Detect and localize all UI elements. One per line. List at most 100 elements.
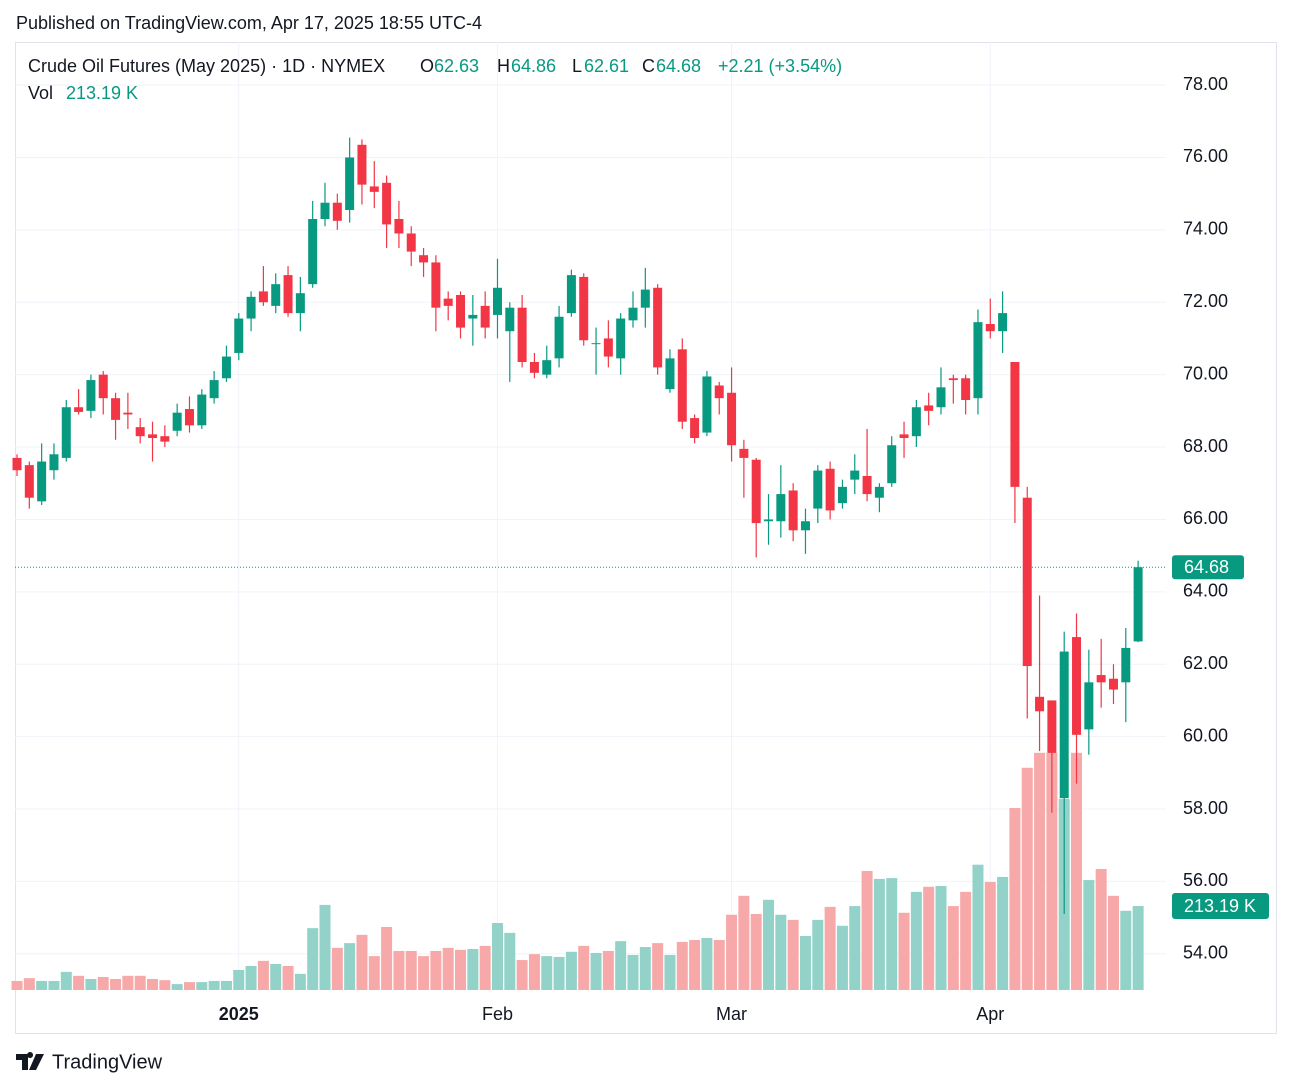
volume-bar <box>455 949 467 990</box>
volume-bar <box>923 886 935 990</box>
volume-bar <box>97 976 109 990</box>
candle-body <box>566 275 576 314</box>
volume-bar <box>738 895 750 990</box>
low: 62.61 <box>584 56 629 76</box>
candle-body <box>505 307 515 332</box>
candle-body <box>1047 700 1057 753</box>
volume-bar <box>208 980 220 990</box>
candle-body <box>197 394 207 426</box>
published: Published on TradingView.com, Apr 17, 20… <box>16 13 482 33</box>
volume-bar <box>294 973 306 990</box>
volume-bar <box>960 891 972 990</box>
candle-body <box>24 465 34 498</box>
candle-body <box>579 276 589 341</box>
last-price-label: 64.68 <box>1184 557 1229 577</box>
volume-bar <box>935 885 947 990</box>
vol-label: 213.19 K <box>1184 896 1256 916</box>
volume-bar <box>257 960 269 990</box>
volume-bar <box>1132 906 1144 990</box>
y-tick-label: 68.00 <box>1183 436 1228 456</box>
candle-body <box>665 358 675 390</box>
volume-bar <box>590 952 602 990</box>
candle-body <box>948 378 958 381</box>
candle-body <box>172 412 182 431</box>
x-tick-label: Apr <box>976 1004 1004 1024</box>
volume-bar <box>1095 869 1107 990</box>
volume-bar <box>48 980 60 990</box>
volume-bar <box>898 912 910 990</box>
volume-bar <box>676 941 688 990</box>
change: +2.21 (+3.54%) <box>718 56 842 76</box>
volume-bar <box>947 906 959 990</box>
volume-bar <box>1083 880 1095 990</box>
volume-bar <box>886 878 898 990</box>
volume-bar <box>110 978 122 990</box>
candle-body <box>74 407 84 412</box>
volume-bar <box>984 882 996 990</box>
volume-bar <box>1034 752 1046 990</box>
volume-bar <box>134 975 146 990</box>
candle-body <box>899 434 909 438</box>
candle-body <box>382 182 392 225</box>
candle-body <box>862 476 872 495</box>
y-tick-label: 72.00 <box>1183 291 1228 311</box>
l: L <box>572 56 582 76</box>
last-price-box <box>1172 555 1244 580</box>
candle-body <box>850 470 860 480</box>
high: 64.86 <box>511 56 556 76</box>
candle-body <box>554 316 564 359</box>
volume-bar <box>1021 767 1033 990</box>
volume-bar <box>171 984 183 990</box>
vol-box <box>1172 893 1269 920</box>
volume-bar <box>245 965 257 990</box>
candle-body <box>61 407 71 458</box>
candle-body <box>369 186 379 192</box>
volume-bar <box>861 871 873 990</box>
volume-bar <box>541 956 553 990</box>
volume-bar <box>1120 910 1132 990</box>
candle-body <box>616 318 626 359</box>
volume-bar <box>997 876 1009 990</box>
volume-bar <box>430 950 442 990</box>
y-tick-label: 62.00 <box>1183 653 1228 673</box>
volume-bar <box>356 934 368 990</box>
candle-body <box>591 343 601 345</box>
candle-body <box>332 202 342 221</box>
frame <box>15 42 1277 1034</box>
volume-bar <box>23 978 35 990</box>
volume-bar <box>602 950 614 990</box>
candle-body <box>480 305 490 328</box>
y-tick-label: 60.00 <box>1183 725 1228 745</box>
volume-bar <box>652 943 664 990</box>
volume-bar <box>220 980 232 990</box>
volume-bar <box>1071 752 1083 990</box>
candle-body <box>751 459 761 524</box>
candle-body <box>825 468 835 511</box>
candle-body <box>653 287 663 368</box>
candle-body <box>1010 361 1020 487</box>
candle-body <box>160 436 170 442</box>
candle-body <box>111 398 121 420</box>
volume-bar <box>331 947 343 990</box>
y-tick-label: 76.00 <box>1183 146 1228 166</box>
candle-body <box>961 378 971 400</box>
volume-bar <box>344 943 356 990</box>
h: H <box>497 56 510 76</box>
candle-body <box>37 461 47 502</box>
volume-bar <box>812 919 824 990</box>
volume <box>11 752 1144 990</box>
volume-bar <box>418 956 430 990</box>
logo-icon <box>16 1052 44 1070</box>
x-tick-label: Feb <box>482 1004 513 1024</box>
close: 64.68 <box>656 56 701 76</box>
candle-body <box>1059 651 1069 799</box>
candles <box>12 137 1143 914</box>
candle-body <box>1133 567 1143 642</box>
volume-bar <box>1009 807 1021 990</box>
candle-body <box>690 418 700 438</box>
volume-bar <box>504 932 516 990</box>
candle-body <box>221 356 231 379</box>
volume-bar <box>393 950 405 990</box>
candle-body <box>98 374 108 399</box>
